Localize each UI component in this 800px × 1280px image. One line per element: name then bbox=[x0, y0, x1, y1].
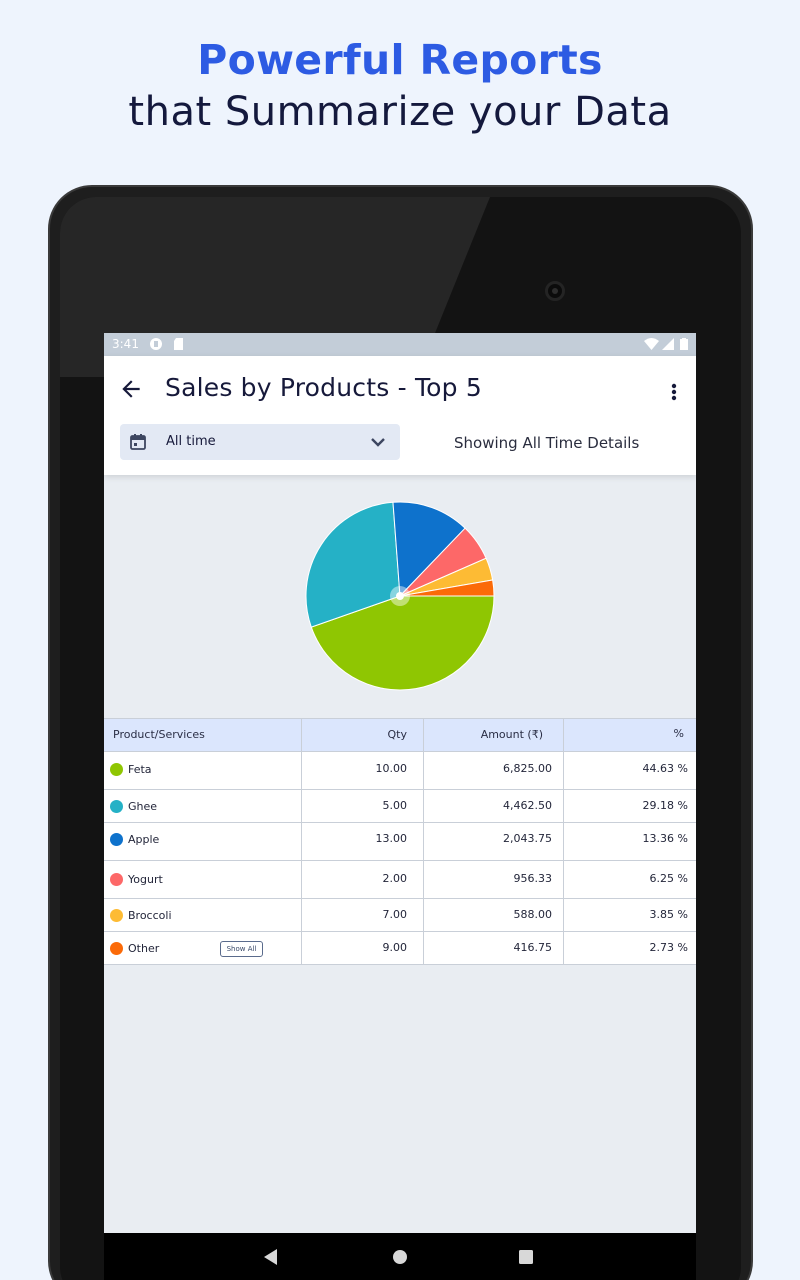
product-name: Ghee bbox=[128, 800, 158, 813]
pie-slice-apple[interactable] bbox=[392, 501, 466, 598]
table-header: Product/Services Qty Amount (₹) % bbox=[104, 718, 696, 752]
promo-title: Powerful Reports bbox=[197, 36, 603, 84]
header-amount: Amount (₹) bbox=[424, 719, 564, 751]
front-camera bbox=[545, 281, 565, 301]
amount-cell: 956.33 bbox=[424, 861, 564, 898]
back-arrow-icon[interactable] bbox=[118, 376, 144, 402]
header-product: Product/Services bbox=[104, 719, 302, 751]
date-range-select[interactable]: All time bbox=[120, 424, 400, 460]
header-qty: Qty bbox=[302, 719, 424, 751]
status-time: 3:41 bbox=[112, 337, 139, 351]
product-name: Feta bbox=[128, 763, 152, 776]
nav-back-icon[interactable] bbox=[261, 1247, 281, 1267]
showing-details-text: Showing All Time Details bbox=[454, 434, 640, 452]
amount-cell: 588.00 bbox=[424, 899, 564, 931]
product-cell: Other Show All bbox=[104, 932, 302, 964]
pie-slice-other[interactable] bbox=[399, 579, 495, 597]
calendar-icon bbox=[130, 434, 146, 450]
wifi-icon bbox=[644, 338, 659, 350]
amount-cell: 4,462.50 bbox=[424, 790, 564, 822]
pie-center-dot bbox=[396, 592, 404, 600]
pie-chart bbox=[305, 501, 495, 691]
color-dot bbox=[110, 873, 123, 886]
device-screen: 3:41 Sales by Products - Top 5 All time bbox=[104, 333, 696, 1280]
table-body: Feta 10.00 6,825.00 44.63 % Ghee 5.00 4,462.50… bbox=[104, 752, 696, 965]
percent-cell: 6.25 % bbox=[649, 872, 688, 885]
percent-cell: 3.85 % bbox=[649, 908, 688, 921]
amount-cell: 416.75 bbox=[424, 932, 564, 964]
percent-cell: 44.63 % bbox=[642, 762, 688, 775]
table-row: Ghee 5.00 4,462.50 29.18 % bbox=[104, 790, 696, 823]
percent-cell: 2.73 % bbox=[649, 941, 688, 954]
qty-cell: 5.00 bbox=[302, 790, 424, 822]
product-cell: Yogurt bbox=[104, 861, 302, 898]
table-row: Feta 10.00 6,825.00 44.63 % bbox=[104, 752, 696, 790]
product-name: Apple bbox=[128, 833, 160, 846]
promo-header: Powerful Reports that Summarize your Dat… bbox=[0, 34, 800, 138]
sales-table: Product/Services Qty Amount (₹) % Feta 10… bbox=[104, 718, 696, 965]
qty-cell: 10.00 bbox=[302, 752, 424, 789]
amount-cell: 6,825.00 bbox=[424, 752, 564, 789]
pie-slice-ghee[interactable] bbox=[305, 501, 401, 628]
table-row: Broccoli 7.00 588.00 3.85 % bbox=[104, 899, 696, 932]
qty-cell: 7.00 bbox=[302, 899, 424, 931]
nav-home-icon[interactable] bbox=[390, 1247, 410, 1267]
table-row: Yogurt 2.00 956.33 6.25 % bbox=[104, 861, 696, 899]
table-row: Apple 13.00 2,043.75 13.36 % bbox=[104, 823, 696, 861]
qty-cell: 13.00 bbox=[302, 823, 424, 860]
show-all-button[interactable]: Show All bbox=[220, 941, 263, 957]
chevron-down-icon bbox=[371, 438, 385, 447]
percent-cell: 29.18 % bbox=[642, 799, 688, 812]
product-name: Other bbox=[128, 942, 160, 955]
product-cell: Feta bbox=[104, 752, 302, 789]
notification-app-icon bbox=[150, 338, 162, 350]
qty-cell: 9.00 bbox=[302, 932, 424, 964]
product-cell: Ghee bbox=[104, 790, 302, 822]
color-dot bbox=[110, 800, 123, 813]
product-name: Broccoli bbox=[128, 909, 172, 922]
color-dot bbox=[110, 833, 123, 846]
page-title: Sales by Products - Top 5 bbox=[165, 373, 482, 402]
date-range-value: All time bbox=[166, 434, 216, 449]
app-bar: Sales by Products - Top 5 All time Showi… bbox=[104, 356, 696, 475]
sd-card-icon bbox=[174, 338, 183, 350]
status-bar: 3:41 bbox=[104, 333, 696, 356]
amount-cell: 2,043.75 bbox=[424, 823, 564, 860]
product-cell: Broccoli bbox=[104, 899, 302, 931]
color-dot bbox=[110, 942, 123, 955]
header-percent: % bbox=[673, 727, 684, 740]
color-dot bbox=[110, 909, 123, 922]
color-dot bbox=[110, 763, 123, 776]
more-vertical-icon[interactable] bbox=[664, 380, 684, 404]
battery-icon bbox=[680, 338, 688, 350]
table-row: Other Show All 9.00 416.75 2.73 % bbox=[104, 932, 696, 965]
pie-slice-feta[interactable] bbox=[310, 595, 495, 691]
promo-subtitle: that Summarize your Data bbox=[128, 89, 672, 135]
navigation-bar bbox=[104, 1233, 696, 1280]
nav-recents-icon[interactable] bbox=[516, 1247, 536, 1267]
percent-cell: 13.36 % bbox=[642, 832, 688, 845]
product-cell: Apple bbox=[104, 823, 302, 860]
product-name: Yogurt bbox=[128, 873, 163, 886]
qty-cell: 2.00 bbox=[302, 861, 424, 898]
signal-icon bbox=[662, 338, 674, 350]
